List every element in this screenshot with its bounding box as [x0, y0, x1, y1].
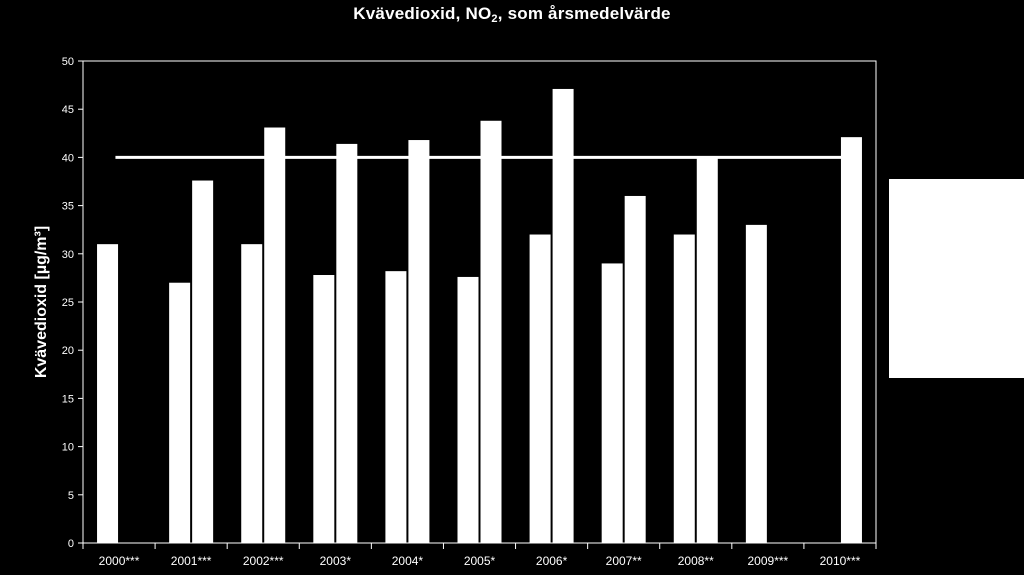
- y-tick-label: 35: [62, 201, 74, 213]
- x-tick-label: 2005*: [464, 554, 496, 568]
- bar-series-1-2003*: [313, 275, 335, 543]
- bar-series-1-2000***: [97, 244, 119, 543]
- bar-series-2-2003*: [336, 143, 358, 544]
- y-axis-label: Kvävedioxid [µg/m³]: [33, 226, 50, 378]
- bar-series-1-2006*: [529, 234, 551, 543]
- x-tick-label: 2004*: [392, 554, 424, 568]
- bar-series-2-2006*: [552, 88, 574, 544]
- bar-series-2-2008**: [696, 157, 718, 543]
- chart-title-subscript: 2: [491, 13, 498, 25]
- bar-series-1-2001***: [169, 282, 191, 543]
- bar-series-2-2004*: [408, 140, 430, 543]
- bar-series-2-2001***: [192, 180, 214, 543]
- y-tick-label: 25: [62, 297, 74, 309]
- y-tick-label: 45: [62, 104, 74, 116]
- y-tick-label: 20: [62, 345, 74, 357]
- bar-series-1-2008**: [673, 234, 695, 543]
- bar-series-1-2005*: [457, 276, 479, 543]
- bar-series-2-2005*: [480, 120, 502, 543]
- y-tick-label: 10: [62, 442, 74, 454]
- y-tick-label: 30: [62, 249, 74, 261]
- x-tick-label: 2007**: [606, 554, 642, 568]
- x-tick-label: 2010***: [820, 554, 861, 568]
- x-tick-label: 2009***: [748, 554, 789, 568]
- x-tick-label: 2003*: [320, 554, 352, 568]
- x-tick-label: 2008**: [678, 554, 714, 568]
- y-tick-label: 40: [62, 152, 74, 164]
- y-tick-label: 15: [62, 393, 74, 405]
- bar-series-2-2002***: [264, 127, 286, 544]
- y-tick-label: 50: [62, 56, 74, 68]
- bar-series-2-2010***: [840, 137, 862, 543]
- legend: [889, 179, 1024, 378]
- chart-title-main: Kvävedioxid, NO: [353, 4, 492, 23]
- x-tick-label: 2006*: [536, 554, 568, 568]
- y-tick-label: 0: [68, 538, 74, 550]
- bar-series-2-2007**: [624, 195, 646, 543]
- bar-series-1-2002***: [241, 244, 263, 543]
- bar-series-1-2009***: [745, 224, 767, 543]
- x-tick-label: 2001***: [171, 554, 212, 568]
- chart-title: Kvävedioxid, NO2, som årsmedelvärde: [0, 4, 1024, 25]
- x-tick-label: 2002***: [243, 554, 284, 568]
- chart-title-rest: , som årsmedelvärde: [497, 4, 671, 23]
- x-tick-label: 2000***: [99, 554, 140, 568]
- y-tick-label: 5: [68, 490, 74, 502]
- bar-series-1-2004*: [385, 271, 407, 543]
- bar-series-1-2007**: [601, 263, 623, 543]
